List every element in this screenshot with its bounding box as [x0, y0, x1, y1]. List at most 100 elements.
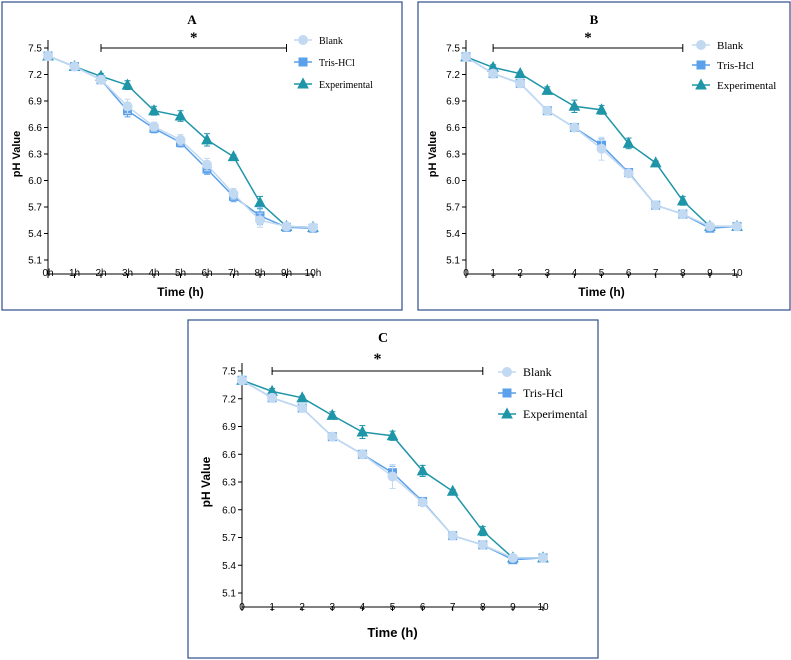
- data-point: [488, 68, 499, 79]
- data-point: [175, 134, 186, 145]
- data-point: [228, 188, 239, 199]
- x-tick-label: 0h: [42, 268, 53, 279]
- data-point: [596, 143, 607, 154]
- y-tick-label: 6.9: [446, 97, 460, 108]
- data-point: [69, 61, 80, 72]
- data-point: [676, 194, 689, 206]
- data-point: [704, 221, 715, 232]
- data-point: [650, 200, 661, 211]
- y-tick-label: 5.4: [446, 229, 460, 240]
- panel-title: A: [187, 12, 197, 27]
- y-tick-label: 6.3: [446, 150, 460, 161]
- data-point: [447, 530, 458, 541]
- x-tick-label: 10h: [305, 268, 322, 279]
- x-tick-label: 7: [653, 268, 659, 279]
- data-point: [677, 209, 688, 220]
- x-tick-label: 8: [480, 602, 486, 613]
- legend-label: Tris-Hcl: [523, 386, 564, 400]
- data-point: [202, 159, 212, 170]
- x-tick-label: 7: [450, 602, 456, 613]
- y-axis-title: pH Value: [199, 456, 213, 507]
- data-point: [43, 50, 53, 61]
- chart-panel-a: A 5.1 5.4 5.7 6.0 6.3 6.6 6.9 7.2 7.5 0h 1h 2h 3h 4h 5h…: [1, 1, 403, 311]
- y-tick-label: 6.6: [222, 450, 236, 461]
- data-point: [254, 196, 266, 208]
- data-point: [296, 391, 309, 403]
- y-tick-label: 6.9: [28, 97, 42, 108]
- x-tick-label: 5h: [175, 268, 186, 279]
- legend-label: Experimental: [523, 407, 588, 421]
- x-tick-label: 3h: [122, 268, 133, 279]
- panel-frame: [187, 319, 599, 659]
- panel-frame: [417, 1, 791, 311]
- data-point: [281, 221, 292, 232]
- data-point: [476, 524, 489, 536]
- legend-label: Experimental: [717, 80, 776, 92]
- x-tick-label: 4: [572, 268, 578, 279]
- x-tick-label: 8h: [254, 268, 265, 279]
- data-point: [538, 552, 548, 563]
- legend-marker: [501, 407, 513, 419]
- data-point: [622, 136, 635, 148]
- data-point: [237, 375, 247, 386]
- y-tick-label: 6.6: [28, 123, 42, 134]
- chart-panel-b: B 5.1 5.4 5.7 6.0 6.3 6.6 6.9 7.2 7.5 0 1 2 3 4 5 6 7 8 9 10…: [417, 1, 791, 311]
- panel-title: C: [378, 331, 388, 346]
- y-tick-label: 6.6: [446, 123, 460, 134]
- legend-label: Blank: [319, 36, 343, 47]
- data-point: [96, 74, 106, 85]
- y-tick-label: 5.1: [446, 256, 460, 267]
- legend-label: Tris-Hcl: [717, 60, 754, 72]
- x-tick-label: 4: [360, 602, 366, 613]
- data-point: [297, 403, 308, 413]
- data-point: [174, 109, 187, 121]
- data-point: [386, 429, 399, 441]
- legend-marker: [502, 367, 512, 377]
- data-point: [267, 392, 278, 403]
- y-tick-label: 5.1: [28, 256, 42, 267]
- x-tick-label: 9h: [281, 268, 292, 279]
- x-tick-label: 2: [517, 268, 523, 279]
- x-tick-label: 6h: [201, 268, 212, 279]
- data-point: [477, 539, 488, 550]
- significance-star: *: [584, 30, 592, 46]
- x-axis-title: Time (h): [578, 285, 624, 299]
- data-point: [507, 552, 518, 563]
- x-tick-label: 6: [626, 268, 632, 279]
- data-point: [387, 471, 398, 482]
- x-tick-label: 7h: [228, 268, 239, 279]
- y-tick-label: 7.5: [222, 367, 236, 378]
- data-point: [357, 449, 368, 460]
- x-tick-label: 0: [239, 602, 245, 613]
- significance-star: *: [373, 351, 381, 368]
- y-tick-label: 6.0: [446, 176, 460, 187]
- x-tick-label: 9: [707, 268, 713, 279]
- legend-label: Tris-HCl: [319, 58, 355, 69]
- x-tick-label: 0: [463, 268, 469, 279]
- x-tick-label: 6: [420, 602, 426, 613]
- y-tick-label: 5.7: [222, 533, 236, 544]
- y-tick-label: 7.2: [446, 70, 460, 81]
- data-point: [542, 105, 553, 116]
- x-tick-label: 2h: [95, 268, 106, 279]
- legend-marker: [502, 388, 512, 398]
- y-tick-label: 5.7: [28, 203, 42, 214]
- x-tick-label: 8: [680, 268, 686, 279]
- panel-title: B: [590, 12, 599, 27]
- data-point: [122, 101, 133, 112]
- x-tick-label: 5: [390, 602, 396, 613]
- y-tick-label: 5.4: [222, 561, 236, 572]
- y-tick-label: 5.4: [28, 229, 42, 240]
- data-point: [417, 497, 428, 508]
- y-tick-label: 5.7: [446, 203, 460, 214]
- y-tick-label: 6.3: [28, 150, 42, 161]
- legend-marker: [696, 40, 706, 50]
- data-point: [327, 431, 338, 442]
- chart-panel-c: C 5.1 5.4 5.7 6.0 6.3 6.6 6.9 7.2 7.5 0 1 2 3 4 5 6 7 8 9 10…: [187, 319, 599, 659]
- data-point: [149, 121, 159, 132]
- legend-label: Experimental: [319, 80, 373, 91]
- y-tick-label: 5.1: [222, 589, 236, 600]
- data-point: [649, 156, 662, 168]
- significance-star: *: [190, 30, 198, 46]
- y-tick-label: 7.5: [28, 44, 42, 55]
